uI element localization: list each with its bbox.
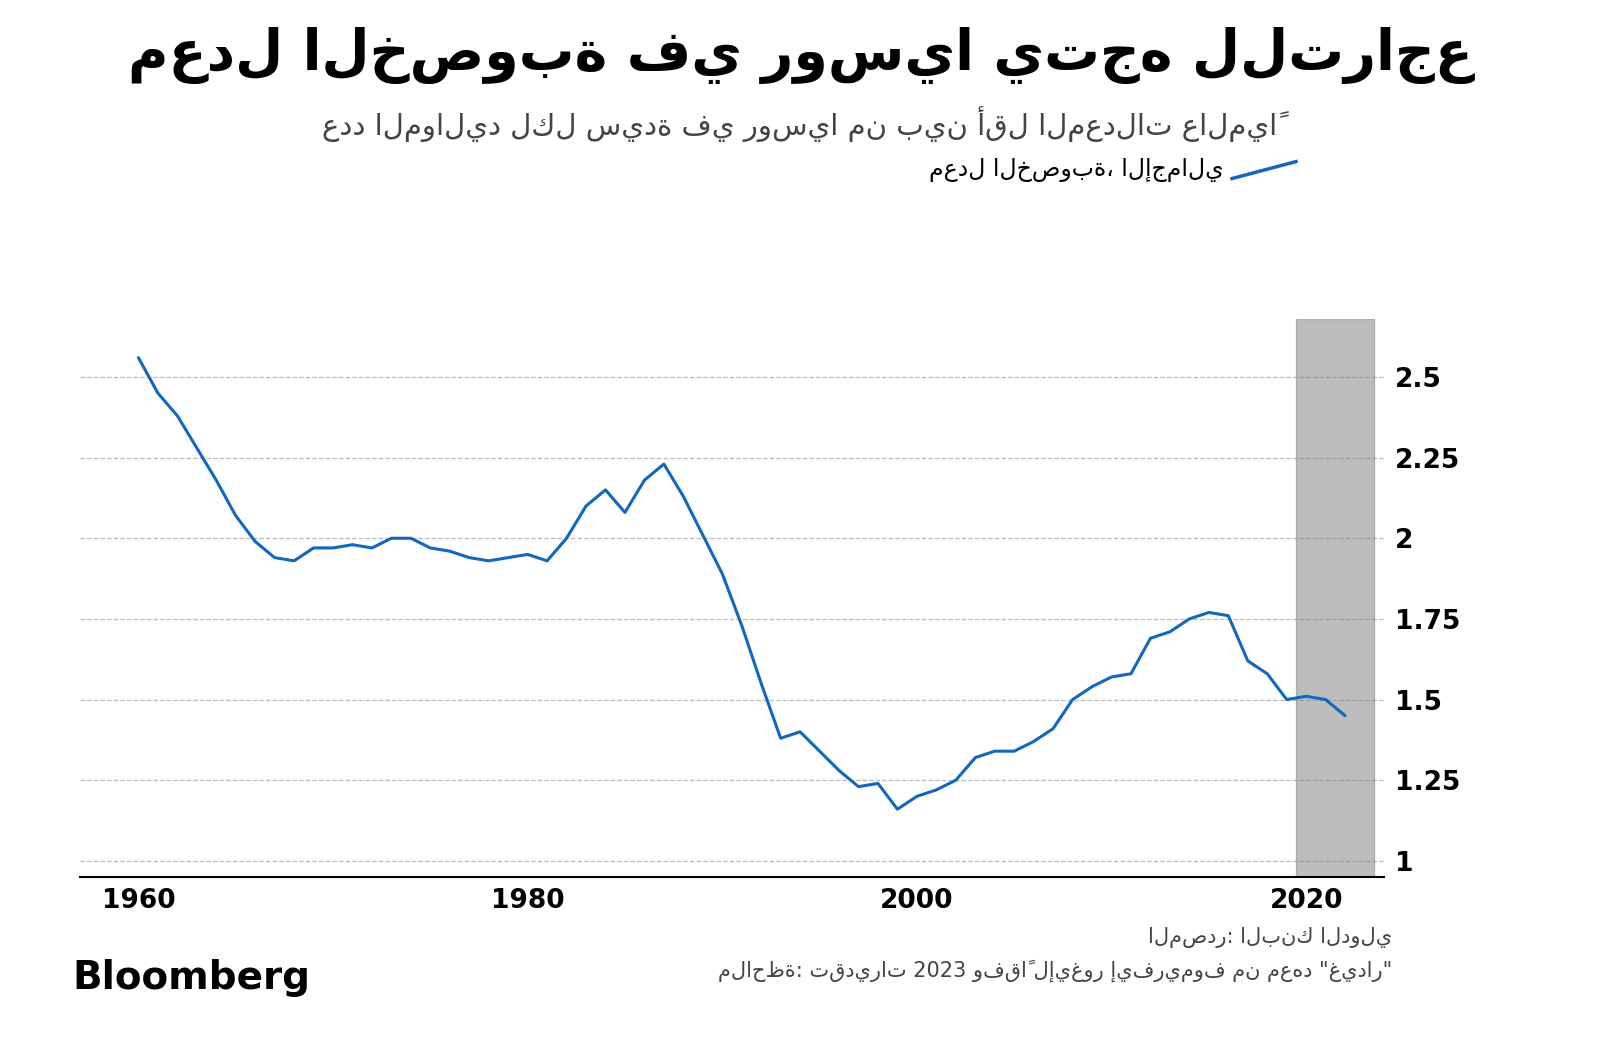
Text: عدد المواليد لكل سيدة في روسيا من بين أقل المعدلات عالمياً: عدد المواليد لكل سيدة في روسيا من بين أق…	[322, 106, 1278, 142]
Text: ملاحظة: تقديرات 2023 وفقاً لإيغور إيفريموف من معهد "غيدار": ملاحظة: تقديرات 2023 وفقاً لإيغور إيفريم…	[718, 959, 1392, 981]
Text: Bloomberg: Bloomberg	[72, 959, 310, 997]
Text: المصدر: البنك الدولي: المصدر: البنك الدولي	[1147, 927, 1392, 948]
Text: معدل الخصوبة، الإجمالي: معدل الخصوبة، الإجمالي	[930, 158, 1224, 182]
Text: معدل الخصوبة في روسيا يتجه للتراجع: معدل الخصوبة في روسيا يتجه للتراجع	[128, 27, 1472, 84]
Bar	[1296, 319, 1374, 877]
